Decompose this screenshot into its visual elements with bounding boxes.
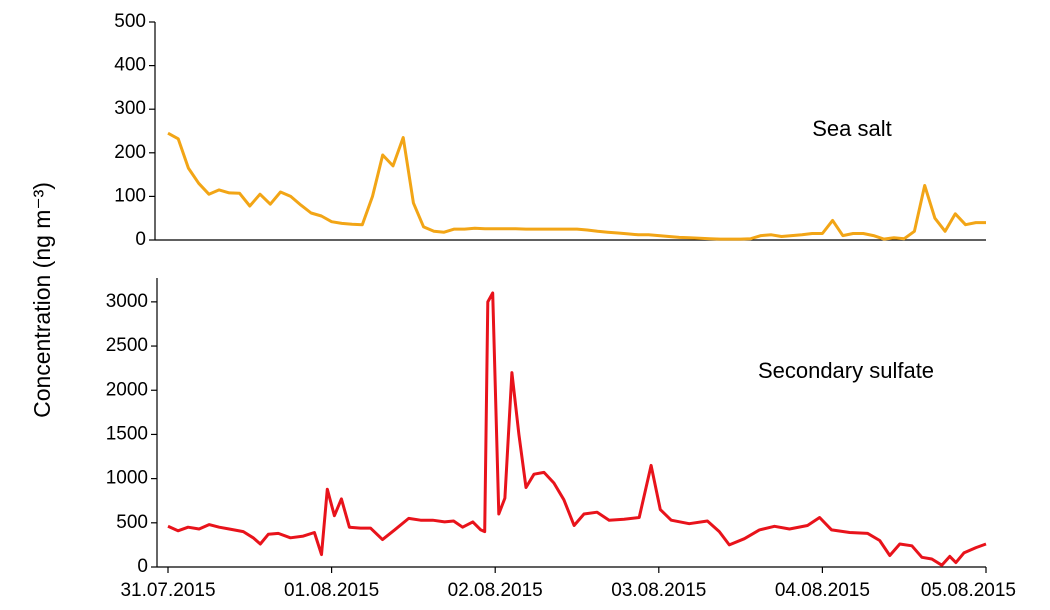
y-tick-label: 500 [116, 512, 148, 533]
x-tick-label: 31.07.2015 [120, 580, 215, 601]
series-line [167, 131, 986, 241]
y-tick-label: 1000 [106, 468, 148, 489]
y-tick-label: 100 [114, 185, 146, 206]
y-tick-label: 1500 [106, 423, 148, 444]
y-tick-label: 500 [114, 11, 146, 32]
y-tick-label: 0 [135, 229, 146, 250]
y-tick-label: 300 [114, 98, 146, 119]
x-tick-label: 01.08.2015 [284, 580, 379, 601]
x-tick-label: 05.08.2015 [921, 580, 1016, 601]
y-tick-label: 2500 [106, 335, 148, 356]
x-tick-label: 03.08.2015 [611, 580, 706, 601]
y-axis-label: Concentration (ng m⁻³) [29, 182, 55, 418]
y-tick-label: 3000 [106, 291, 148, 312]
series-label: Sea salt [812, 116, 892, 141]
series-line [167, 291, 987, 567]
y-tick-label: 200 [114, 142, 146, 163]
y-tick-label: 0 [137, 556, 148, 577]
y-tick-label: 400 [114, 55, 146, 76]
y-tick-label: 2000 [106, 379, 148, 400]
series-label: Secondary sulfate [758, 358, 934, 383]
x-tick-label: 04.08.2015 [775, 580, 870, 601]
x-tick-label: 02.08.2015 [448, 580, 543, 601]
